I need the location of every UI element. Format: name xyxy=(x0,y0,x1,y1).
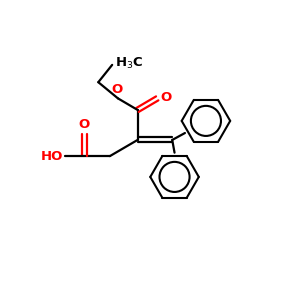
Text: O: O xyxy=(79,118,90,131)
Text: HO: HO xyxy=(40,150,63,163)
Text: O: O xyxy=(160,91,171,104)
Text: O: O xyxy=(111,82,122,96)
Text: H$_3$C: H$_3$C xyxy=(115,56,143,71)
